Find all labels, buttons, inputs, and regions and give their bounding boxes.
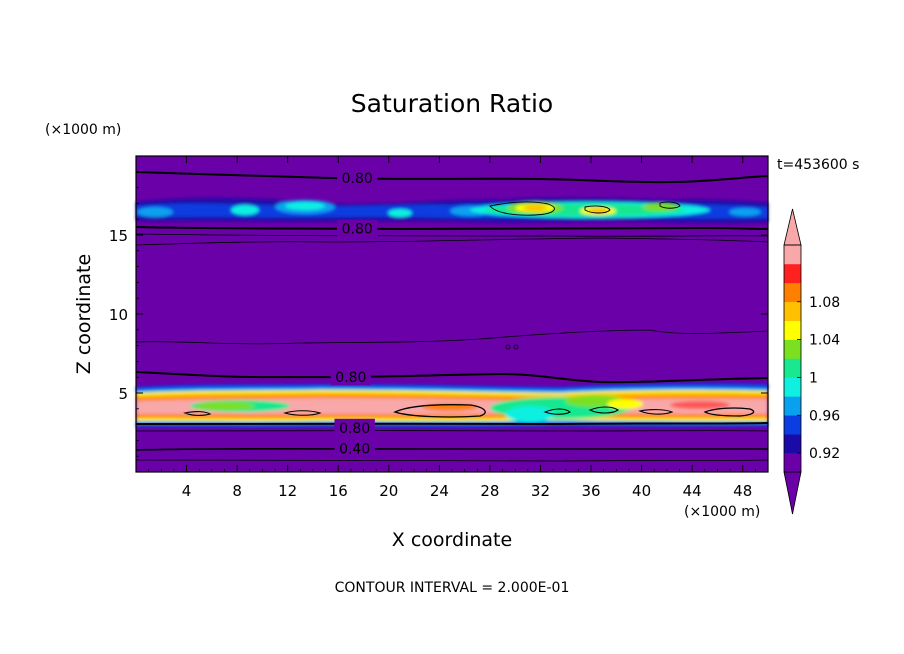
x-tick-label: 16 (329, 482, 348, 500)
x-unit-label: (×1000 m) (684, 504, 760, 520)
upper-band (136, 197, 768, 223)
chart-title: Saturation Ratio (351, 89, 553, 118)
colorbar-segment (784, 453, 801, 473)
colorbar-segment (784, 339, 801, 359)
contour-label-bg (334, 418, 375, 436)
colorbar-segment (784, 320, 801, 340)
colorbar-segment (784, 377, 801, 397)
colorbar-label: 1.08 (809, 295, 840, 311)
colorbar-segment (784, 415, 801, 435)
contour-label-bg (334, 439, 375, 457)
x-tick-label: 32 (531, 482, 550, 500)
y-tick-label: 5 (118, 385, 128, 403)
contour-label: 0.80 (342, 171, 373, 187)
y-tick-label: 15 (109, 227, 128, 245)
x-tick-label: 28 (480, 482, 499, 500)
x-tick-label: 12 (278, 482, 297, 500)
colorbar-segment (784, 263, 801, 284)
colorbar-label: 0.92 (809, 446, 840, 462)
x-tick-label: 40 (632, 482, 651, 500)
contour-labels: 0.80 0.80 0.80 0.80 0.40 (330, 169, 378, 457)
colorbar: 0.92 0.96 1 1.04 1.08 (783, 208, 840, 515)
y-tick-label: 10 (109, 306, 128, 324)
colorbar-segment (784, 245, 801, 265)
colorbar-segment (784, 396, 801, 416)
contour-label-bg (330, 368, 372, 386)
contour-lines (135, 171, 769, 462)
contour-label: 0.80 (339, 421, 370, 437)
contour-label-bg (337, 169, 378, 187)
x-axis-title: X coordinate (392, 529, 512, 551)
x-axis: 4 8 12 16 20 24 28 32 36 40 44 48 (148, 156, 756, 500)
colorbar-segment (784, 358, 801, 378)
colorbar-frame (783, 244, 802, 473)
x-tick-label: 24 (430, 482, 449, 500)
x-tick-label: 36 (581, 482, 600, 500)
y-axis: 5 10 15 (109, 171, 768, 457)
y-unit-label: (×1000 m) (45, 122, 121, 138)
colorbar-segment (784, 301, 801, 321)
y-axis-title: Z coordinate (73, 254, 95, 374)
x-tick-label: 20 (379, 482, 398, 500)
colorbar-lower-arrow (783, 471, 802, 515)
contour-field: 0.80 0.80 0.80 0.80 0.40 (135, 155, 769, 473)
contour-label: 0.40 (339, 441, 370, 457)
contour-interval-footer: CONTOUR INTERVAL = 2.000E-01 (335, 580, 570, 596)
colorbar-segment (784, 282, 801, 303)
contour-label-bg (337, 219, 378, 237)
colorbar-label: 1 (809, 370, 818, 386)
x-tick-label: 8 (232, 482, 242, 500)
x-tick-label: 44 (683, 482, 702, 500)
contour-label: 0.80 (342, 222, 373, 238)
colorbar-segment (784, 434, 801, 454)
colorbar-label: 0.96 (809, 408, 840, 424)
contour-label: 0.80 (335, 370, 366, 386)
time-label: t=453600 s (777, 157, 859, 173)
colorbar-label: 1.04 (809, 333, 840, 349)
x-tick-label: 48 (733, 482, 752, 500)
colorbar-upper-arrow (783, 208, 802, 246)
x-tick-label: 4 (182, 482, 192, 500)
